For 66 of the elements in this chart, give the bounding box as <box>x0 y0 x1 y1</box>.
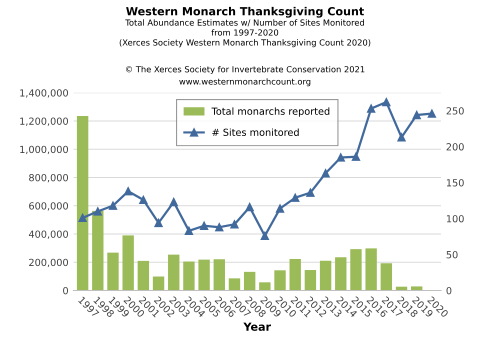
point <box>215 223 224 232</box>
point <box>78 214 87 222</box>
point <box>184 226 194 235</box>
point <box>200 222 208 230</box>
bar <box>259 282 271 290</box>
point <box>428 109 436 118</box>
point <box>397 133 406 142</box>
y-tick-label: 400,000 <box>28 230 68 239</box>
y2-tick-label: 0 <box>446 286 452 294</box>
point <box>139 196 148 204</box>
y-tick-label: 1,200,000 <box>20 117 68 126</box>
bar <box>290 259 301 290</box>
point <box>366 104 376 113</box>
point <box>336 153 345 162</box>
bar <box>228 278 240 290</box>
point <box>154 218 163 228</box>
bar <box>274 270 286 290</box>
x-axis-title: Year <box>243 322 271 331</box>
bar <box>350 249 362 290</box>
bar <box>107 252 119 290</box>
point <box>124 187 132 196</box>
point <box>108 201 118 210</box>
bar <box>152 276 164 290</box>
bar <box>92 210 104 290</box>
bar <box>304 270 316 290</box>
y2-tick-label: 50 <box>446 251 458 258</box>
point <box>352 152 360 161</box>
point <box>276 204 284 213</box>
y2-tick-label: 100 <box>446 215 464 222</box>
point <box>230 220 239 229</box>
bar <box>335 257 346 290</box>
bar <box>138 260 150 290</box>
text: www.westernmonarchcount.org <box>179 78 310 86</box>
y-tick-label: 1,400,000 <box>20 89 68 98</box>
text: © The Xerces Society for Invertebrate Conservation 2021 <box>126 66 364 74</box>
point <box>382 98 390 106</box>
bar <box>168 254 180 290</box>
bar <box>122 235 134 290</box>
legend-label: # Sites monitored <box>212 128 299 136</box>
y2-tick-label: 150 <box>446 179 464 186</box>
chart-title: Western Monarch Thanksgiving Count <box>126 6 364 18</box>
point <box>412 110 421 120</box>
y-tick-label: 0 <box>63 286 68 294</box>
y-tick-label: 1,000,000 <box>20 146 68 154</box>
bar <box>76 116 88 290</box>
chart-subtitle: Total Abundance Estimates w/ Number of Sites Monitored from 1997-2020 (Xerces Society Western Monarch Thanksgiving Count 2020) <box>120 19 370 48</box>
point <box>260 232 270 240</box>
y-tick-label: 200,000 <box>29 258 68 268</box>
y2-tick-label: 250 <box>446 107 464 115</box>
point <box>94 207 102 216</box>
point <box>306 188 315 197</box>
point <box>245 202 254 212</box>
bar <box>214 259 225 290</box>
bar <box>320 260 332 290</box>
bar <box>198 260 210 290</box>
y-tick-label: 600,000 <box>29 202 68 211</box>
point <box>291 194 300 202</box>
legend-label: Total monarchs reported <box>212 107 330 117</box>
point <box>170 198 178 206</box>
y2-tick-label: 200 <box>446 143 464 151</box>
bar <box>183 262 195 290</box>
bar <box>365 248 377 290</box>
point <box>321 169 330 178</box>
y-tick-label: 800,000 <box>29 174 68 182</box>
bar <box>244 272 256 290</box>
bar <box>380 263 392 290</box>
